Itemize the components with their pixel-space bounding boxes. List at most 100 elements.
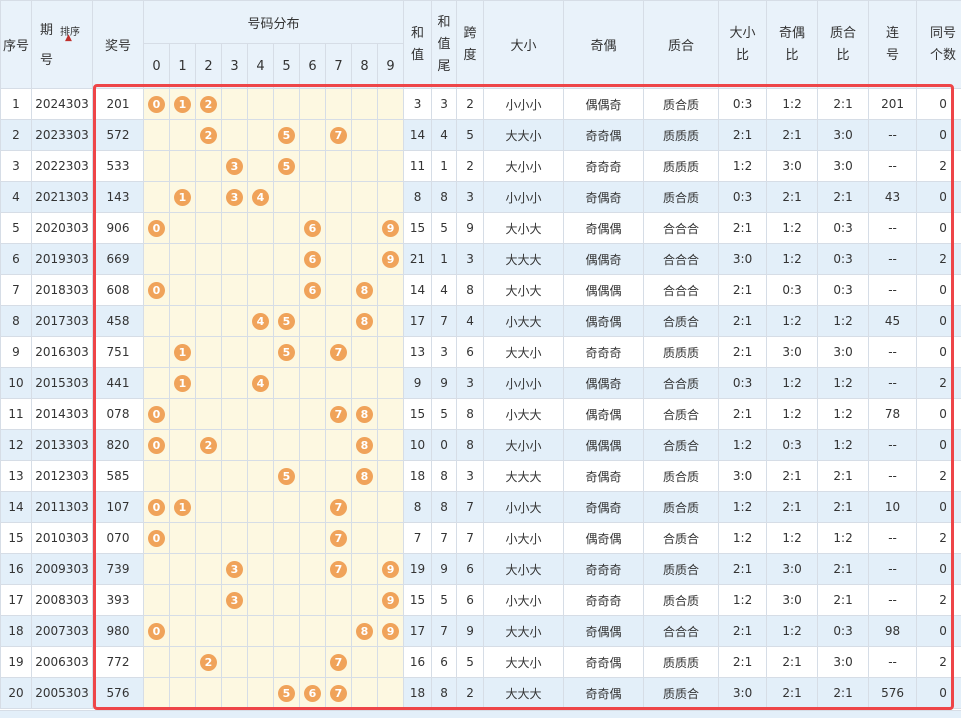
prime-pattern-cell: 合质合: [643, 398, 720, 430]
prime-ratio-cell: 2:1: [817, 491, 870, 523]
sum-cell: 19: [403, 553, 433, 585]
seq-cell: 17: [0, 584, 32, 616]
sum-tail-cell: 7: [431, 305, 458, 337]
size-pattern-cell: 小小大: [483, 491, 565, 523]
distribution-cell-2: [195, 150, 222, 182]
distribution-cell-9: [376, 429, 405, 461]
parity-pattern-cell: 偶偶奇: [563, 243, 645, 275]
sort-arrow-icon[interactable]: ▲: [65, 33, 72, 43]
digit-ball: 7: [330, 405, 347, 423]
consecutive-cell: --: [868, 274, 918, 306]
distribution-cell-2: 2: [195, 88, 222, 120]
size-ratio-cell: 2:1: [718, 646, 768, 678]
header-same-count-label-2: 个数: [930, 47, 957, 63]
distribution-cell-5: 5: [273, 119, 300, 151]
same-count-cell: 2: [916, 150, 961, 182]
span-cell: 8: [456, 429, 485, 461]
distribution-cell-5: [273, 429, 300, 461]
distribution-cell-3: 3: [221, 150, 248, 182]
parity-pattern-cell: 奇偶偶: [563, 615, 645, 647]
same-count-cell: 2: [916, 646, 961, 678]
digit-ball: 0: [148, 622, 165, 640]
distribution-cell-6: [299, 181, 326, 213]
digit-ball: 1: [174, 374, 191, 392]
table-row: 15 2010303 070 0 7 7 7 7 小大小 偶奇偶 合质合 1:2 1:2 1:2 -- 2: [0, 522, 961, 554]
prime-ratio-cell: 1:2: [817, 305, 870, 337]
parity-ratio-cell: 1:2: [766, 88, 819, 120]
distribution-cell-1: [169, 398, 196, 430]
table-row: 14 2011303 107 0 1 7 8 8 7 小小大 奇偶奇 质合质 1:2 2:1 2:1 10 0: [0, 491, 961, 523]
distribution-cell-9: [376, 305, 405, 337]
span-cell: 6: [456, 336, 485, 368]
distribution-cell-3: 3: [221, 553, 248, 585]
digit-ball: 0: [148, 529, 165, 547]
span-cell: 2: [456, 88, 485, 120]
sort-toggle[interactable]: 排序: [60, 27, 80, 38]
size-ratio-cell: 0:3: [718, 181, 768, 213]
prime-pattern-cell: 合合合: [643, 274, 720, 306]
prize-cell: 772: [92, 646, 144, 678]
seq-cell: 14: [0, 491, 32, 523]
distribution-cell-4: [247, 150, 274, 182]
digit-ball: 8: [356, 312, 373, 330]
same-count-cell: 0: [916, 677, 961, 709]
parity-pattern-cell: 奇偶奇: [563, 460, 645, 492]
sum-cell: 16: [403, 646, 433, 678]
distribution-cell-9: [376, 274, 405, 306]
header-parity-ratio-label-1: 奇偶: [779, 25, 806, 41]
consecutive-cell: --: [868, 243, 918, 275]
table-row: 13 2012303 585 5 8 18 8 3 大大大 奇偶奇 质合质 3:0 2:1 2:1 -- 2: [0, 460, 961, 492]
prize-cell: 572: [92, 119, 144, 151]
span-cell: 6: [456, 584, 485, 616]
distribution-cell-1: [169, 274, 196, 306]
header-prime-ratio: 质合 比: [817, 0, 870, 89]
size-ratio-cell: 3:0: [718, 460, 768, 492]
distribution-cell-2: 2: [195, 119, 222, 151]
distribution-cell-3: [221, 398, 248, 430]
prize-cell: 751: [92, 336, 144, 368]
digit-ball: 4: [252, 374, 269, 392]
size-ratio-cell: 2:1: [718, 336, 768, 368]
distribution-cell-3: [221, 119, 248, 151]
size-pattern-cell: 大小小: [483, 150, 565, 182]
header-prime-ratio-label-1: 质合: [830, 25, 857, 41]
distribution-cell-7: [325, 429, 352, 461]
parity-pattern-cell: 奇奇奇: [563, 553, 645, 585]
seq-cell: 1: [0, 88, 32, 120]
digit-ball: 9: [382, 591, 400, 609]
header-parity-ratio: 奇偶 比: [766, 0, 819, 89]
digit-ball: 3: [226, 560, 243, 578]
seq-cell: 19: [0, 646, 32, 678]
distribution-cell-3: 3: [221, 584, 248, 616]
distribution-cell-2: [195, 212, 222, 244]
span-cell: 4: [456, 305, 485, 337]
parity-ratio-cell: 2:1: [766, 491, 819, 523]
period-cell: 2023303: [31, 119, 93, 151]
distribution-cell-5: [273, 522, 300, 554]
period-cell: 2008303: [31, 584, 93, 616]
digit-ball: 0: [148, 95, 165, 113]
size-pattern-cell: 大小大: [483, 274, 565, 306]
parity-ratio-cell: 1:2: [766, 212, 819, 244]
same-count-cell: 0: [916, 305, 961, 337]
distribution-cell-2: 2: [195, 429, 222, 461]
table-row: 16 2009303 739 3 7 9 19 9 6 大小大 奇奇奇 质质合 2:1 3:0 2:1 -- 0: [0, 553, 961, 585]
sum-cell: 17: [403, 305, 433, 337]
distribution-cell-8: [351, 212, 378, 244]
distribution-cell-2: [195, 305, 222, 337]
distribution-cell-7: 7: [325, 553, 352, 585]
seq-cell: 16: [0, 553, 32, 585]
size-pattern-cell: 小大小: [483, 584, 565, 616]
digit-ball: 7: [330, 529, 347, 547]
digit-ball: 6: [304, 684, 321, 702]
header-period-label-2: 号: [40, 53, 54, 68]
size-ratio-cell: 2:1: [718, 398, 768, 430]
prime-ratio-cell: 2:1: [817, 584, 870, 616]
prize-cell: 576: [92, 677, 144, 709]
period-cell: 2021303: [31, 181, 93, 213]
parity-pattern-cell: 偶偶偶: [563, 429, 645, 461]
header-digit-3: 3: [221, 43, 248, 89]
sum-cell: 18: [403, 460, 433, 492]
digit-ball: 3: [226, 157, 243, 175]
header-parity-ratio-label-2: 比: [785, 47, 799, 63]
